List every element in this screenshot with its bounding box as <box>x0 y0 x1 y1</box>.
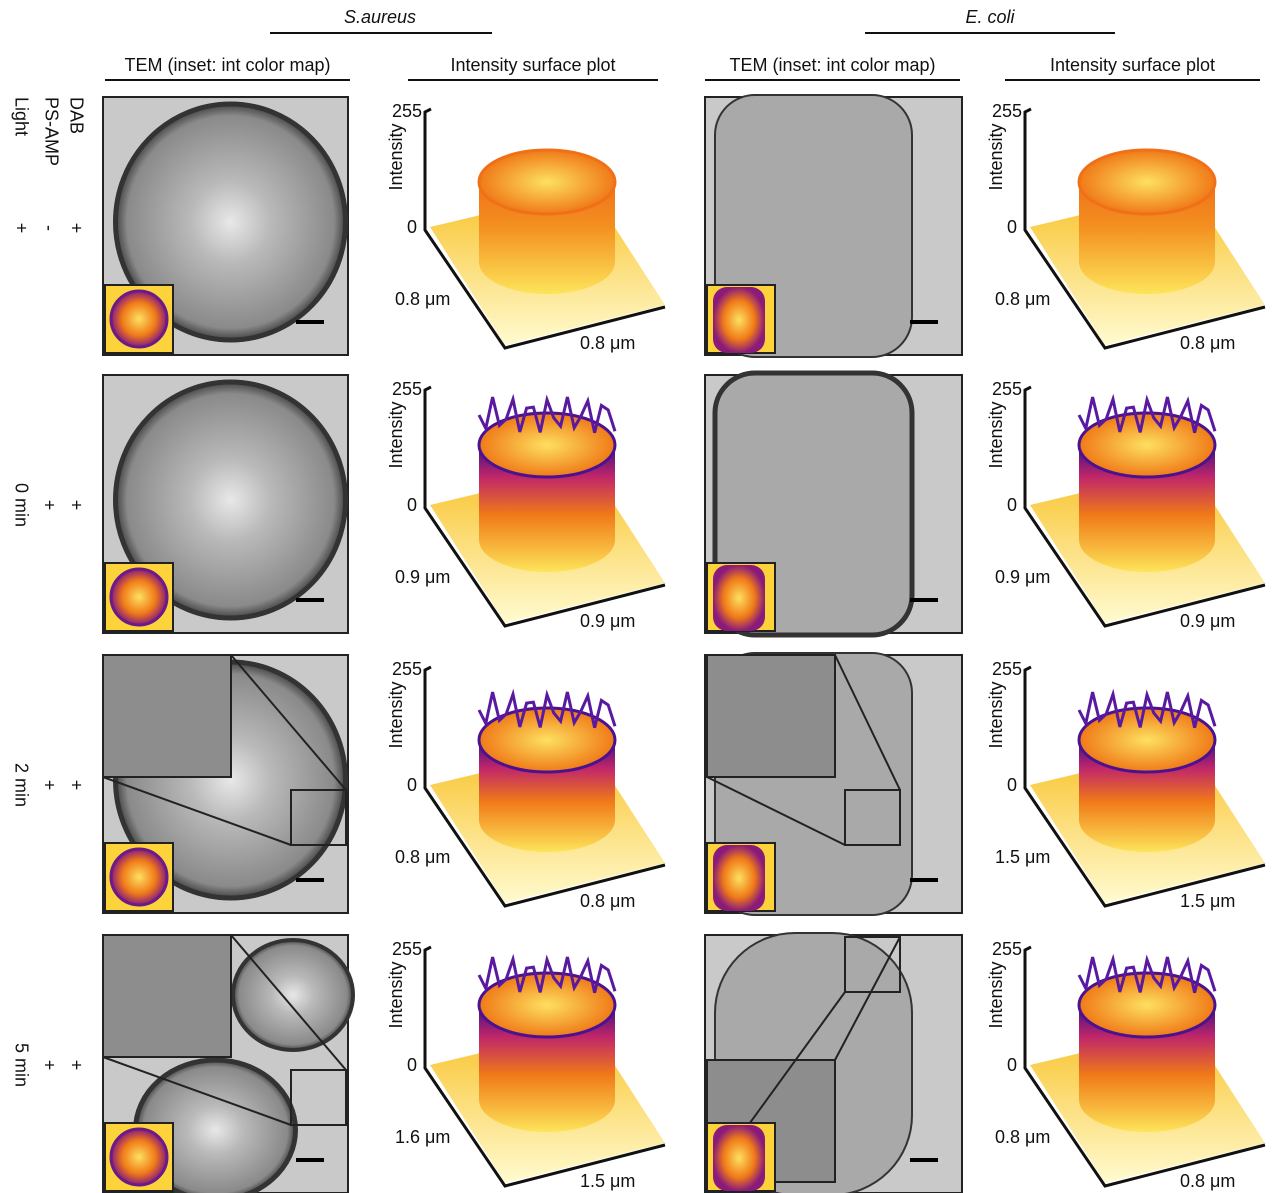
width-label: 0.8 μm <box>1180 1171 1235 1191</box>
condition-value: + <box>11 223 31 234</box>
condition-value: + <box>66 223 86 234</box>
axis-title: Intensity <box>986 401 1006 468</box>
group-title: S.aureus <box>344 7 416 27</box>
width-label: 1.5 μm <box>1180 891 1235 911</box>
axis-title: Intensity <box>386 961 406 1028</box>
axis-max: 255 <box>992 101 1022 121</box>
axis-min: 0 <box>1007 775 1017 795</box>
tem-inset-cell <box>111 1129 167 1185</box>
group-title: E. coli <box>965 7 1015 27</box>
axis-min: 0 <box>407 495 417 515</box>
axis-title: Intensity <box>986 681 1006 748</box>
surface-top <box>1079 150 1215 214</box>
axis-title: Intensity <box>986 961 1006 1028</box>
condition-value: 0 min <box>11 483 31 527</box>
axis-max: 255 <box>992 379 1022 399</box>
width-label: 0.8 μm <box>1180 333 1235 353</box>
column-header: TEM (inset: int color map) <box>729 55 935 75</box>
condition-label: PS-AMP <box>41 97 61 166</box>
condition-value: + <box>39 1060 59 1071</box>
axis-max: 255 <box>392 379 422 399</box>
condition-value: - <box>39 225 59 231</box>
tem-cell <box>233 940 353 1050</box>
width-label: 0.8 μm <box>580 891 635 911</box>
width-label: 0.9 μm <box>580 611 635 631</box>
depth-label: 0.8 μm <box>995 289 1050 309</box>
width-label: 0.8 μm <box>580 333 635 353</box>
figure: S.aureus E. coli TEM (inset: int color map… <box>0 0 1274 1193</box>
tem-inset-cell <box>111 849 167 905</box>
axis-max: 255 <box>392 101 422 121</box>
axis-max: 255 <box>992 659 1022 679</box>
axis-title: Intensity <box>386 123 406 190</box>
axis-title: Intensity <box>986 123 1006 190</box>
tem-zoom <box>103 935 231 1057</box>
axis-title: Intensity <box>386 681 406 748</box>
depth-label: 0.8 μm <box>995 1127 1050 1147</box>
condition-value: 2 min <box>11 763 31 807</box>
depth-label: 0.8 μm <box>395 289 450 309</box>
surface-top <box>479 150 615 214</box>
tem-inset-cell <box>713 1125 765 1191</box>
axis-max: 255 <box>392 659 422 679</box>
depth-label: 1.6 μm <box>395 1127 450 1147</box>
column-header: Intensity surface plot <box>450 55 615 75</box>
axis-max: 255 <box>992 939 1022 959</box>
tem-inset-cell <box>713 565 765 631</box>
axis-min: 0 <box>407 1055 417 1075</box>
axis-max: 255 <box>392 939 422 959</box>
condition-label: DAB <box>66 97 86 134</box>
depth-label: 0.8 μm <box>395 847 450 867</box>
depth-label: 0.9 μm <box>995 567 1050 587</box>
condition-label: Light <box>11 97 31 136</box>
tem-inset-cell <box>713 845 765 911</box>
axis-min: 0 <box>1007 1055 1017 1075</box>
condition-value: 5 min <box>11 1043 31 1087</box>
tem-inset-cell <box>111 569 167 625</box>
width-label: 0.9 μm <box>1180 611 1235 631</box>
tem-inset-cell <box>111 291 167 347</box>
condition-value: + <box>66 780 86 791</box>
condition-value: + <box>39 500 59 511</box>
tem-inset-cell <box>713 287 765 353</box>
tem-zoom <box>707 655 835 777</box>
column-header: Intensity surface plot <box>1050 55 1215 75</box>
condition-value: + <box>66 500 86 511</box>
axis-min: 0 <box>407 217 417 237</box>
axis-min: 0 <box>407 775 417 795</box>
depth-label: 1.5 μm <box>995 847 1050 867</box>
width-label: 1.5 μm <box>580 1171 635 1191</box>
axis-min: 0 <box>1007 217 1017 237</box>
axis-min: 0 <box>1007 495 1017 515</box>
condition-value: + <box>39 780 59 791</box>
depth-label: 0.9 μm <box>395 567 450 587</box>
condition-value: + <box>66 1060 86 1071</box>
tem-zoom <box>103 655 231 777</box>
axis-title: Intensity <box>386 401 406 468</box>
column-header: TEM (inset: int color map) <box>124 55 330 75</box>
